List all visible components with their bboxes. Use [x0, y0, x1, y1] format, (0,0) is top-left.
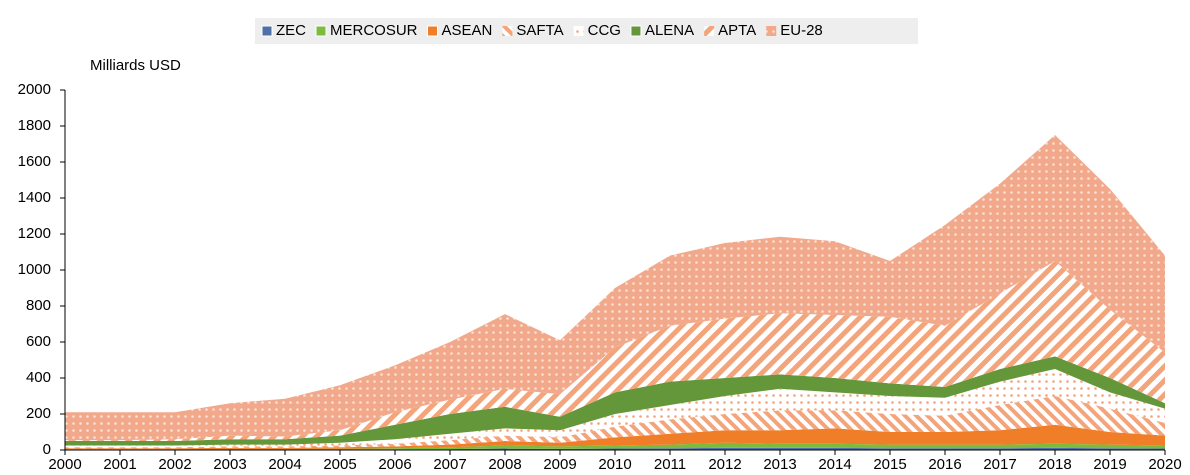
x-tick-label: 2017 [983, 456, 1016, 473]
y-tick-label: 200 [26, 405, 51, 422]
x-tick-label: 2011 [654, 456, 686, 473]
x-tick-label: 2015 [873, 456, 906, 473]
x-tick-label: 2019 [1093, 456, 1126, 473]
x-tick-label: 2006 [378, 456, 411, 473]
x-tick-label: 2018 [1038, 456, 1071, 473]
x-tick-label: 2016 [928, 456, 961, 473]
x-tick-label: 2010 [598, 456, 631, 473]
legend-label: ALENA [645, 22, 694, 39]
area [65, 261, 1165, 441]
x-tick-label: 2009 [543, 456, 576, 473]
legend-swatch [427, 25, 439, 37]
legend-swatch [502, 26, 513, 36]
y-tick-label: 1000 [18, 261, 51, 278]
y-tick-label: 600 [26, 333, 51, 350]
x-tick-label: 2000 [48, 456, 81, 473]
y-tick-label: 1800 [18, 117, 51, 134]
legend-label: ASEAN [442, 22, 493, 39]
y-axis-label: Milliards USD [90, 57, 181, 74]
x-tick-label: 2003 [213, 456, 246, 473]
area [65, 442, 1165, 450]
area [65, 135, 1165, 441]
x-tick-label: 2012 [708, 456, 741, 473]
legend-swatch [766, 26, 777, 36]
x-tick-label: 2014 [818, 456, 851, 473]
legend-swatch [315, 25, 327, 37]
area [65, 369, 1165, 448]
y-tick-label: 0 [43, 441, 51, 458]
y-tick-label: 1200 [18, 225, 51, 242]
y-tick-label: 800 [26, 297, 51, 314]
area [65, 396, 1165, 449]
legend-swatch [573, 26, 584, 36]
legend-label: SAFTA [516, 22, 563, 39]
x-tick-label: 2008 [488, 456, 521, 473]
x-tick-label: 2007 [433, 456, 466, 473]
x-tick-label: 2002 [158, 456, 191, 473]
x-tick-label: 2013 [763, 456, 796, 473]
legend-box [255, 18, 918, 44]
area [65, 424, 1165, 450]
y-tick-label: 1600 [18, 153, 51, 170]
legend-swatch [704, 26, 715, 36]
legend-swatch [630, 25, 642, 37]
y-tick-label: 400 [26, 369, 51, 386]
legend-label: APTA [718, 22, 756, 39]
x-tick-label: 2005 [323, 456, 356, 473]
legend-swatch [261, 25, 273, 37]
legend-label: ZEC [276, 22, 306, 39]
legend-label: MERCOSUR [330, 22, 418, 39]
y-tick-label: 1400 [18, 189, 51, 206]
x-tick-label: 2001 [103, 456, 136, 473]
area [65, 356, 1165, 446]
x-tick-label: 2020 [1148, 456, 1181, 473]
x-tick-label: 2004 [268, 456, 301, 473]
y-tick-label: 2000 [18, 81, 51, 98]
legend-label: EU-28 [780, 22, 823, 39]
legend-label: CCG [588, 22, 621, 39]
